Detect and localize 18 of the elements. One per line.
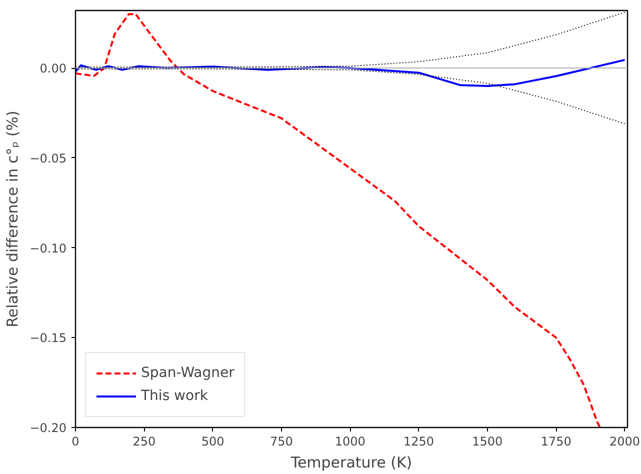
y-axis-title: Relative difference in c°ₚ (%)	[4, 110, 22, 328]
x-tick-label: 250	[132, 434, 156, 448]
legend-label: This work	[141, 388, 208, 404]
x-tick-label: 750	[270, 434, 293, 448]
x-tick-label: 2000	[609, 434, 640, 448]
x-axis-title: Temperature (K)	[290, 454, 412, 472]
x-tick-label: 0	[72, 434, 80, 448]
x-tick-label: 1750	[540, 434, 572, 448]
x-tick-label: 1500	[472, 434, 503, 448]
y-tick-label: −0.05	[30, 151, 67, 166]
x-tick-label: 1250	[404, 434, 434, 448]
y-tick-label: −0.20	[30, 421, 67, 435]
y-tick-label: 0.00	[40, 62, 66, 76]
x-tick-label: 500	[201, 434, 224, 448]
y-tick-label: −0.15	[30, 331, 67, 346]
y-tick-label: −0.10	[30, 241, 67, 256]
x-tick-label: 1000	[334, 434, 366, 448]
legend-label: Span-Wagner	[141, 365, 234, 381]
